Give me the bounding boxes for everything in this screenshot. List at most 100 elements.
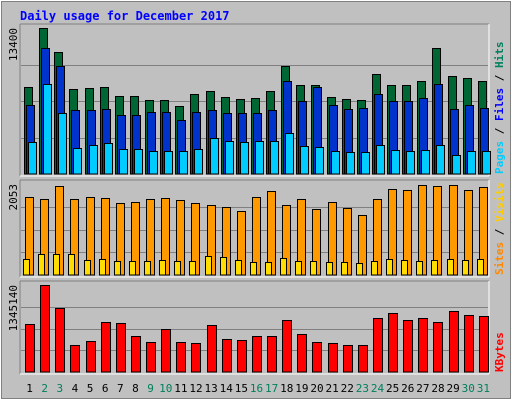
bar-pages-day-30 [467,151,476,175]
x-tick-day-2: 2 [41,382,48,395]
bar-pages-day-13 [210,138,219,175]
bar-kbytes-day-18 [282,320,292,373]
bar-pages-day-21 [331,151,340,175]
x-tick-day-3: 3 [57,382,64,395]
x-tick-day-7: 7 [117,382,124,395]
bar-pages-day-18 [285,133,294,175]
bar-kbytes-day-26 [403,320,413,373]
x-tick-day-10: 10 [159,382,172,395]
bar-sites-day-27 [416,261,423,276]
bar-sites-day-26 [401,260,408,276]
x-tick-day-30: 30 [462,382,475,395]
bar-sites-day-12 [189,261,196,276]
x-tick-day-13: 13 [204,382,217,395]
x-tick-day-19: 19 [295,382,308,395]
bar-pages-day-6 [104,143,113,175]
bar-kbytes-day-30 [464,315,474,373]
bar-pages-day-23 [361,152,370,175]
bar-kbytes-day-13 [207,325,217,373]
x-tick-day-27: 27 [416,382,429,395]
bar-kbytes-day-31 [479,316,489,373]
right-legend: Sites / Visits [493,182,506,275]
bar-pages-day-19 [300,146,309,175]
bar-kbytes-day-24 [373,318,383,373]
x-tick-day-4: 4 [72,382,79,395]
bar-kbytes-day-25 [388,313,398,373]
bar-kbytes-day-29 [449,311,459,373]
bar-kbytes-day-7 [116,323,126,373]
bar-sites-day-13 [205,256,212,276]
bar-sites-day-19 [295,261,302,276]
bar-kbytes-day-12 [191,343,201,373]
x-tick-day-23: 23 [356,382,369,395]
x-tick-day-29: 29 [447,382,460,395]
bar-pages-day-12 [194,149,203,175]
bar-sites-day-5 [84,260,91,276]
legend-separator: / [493,222,506,242]
x-tick-day-31: 31 [477,382,490,395]
bar-pages-day-1 [28,142,37,175]
bar-pages-day-15 [240,142,249,175]
bar-kbytes-day-19 [297,334,307,373]
legend-files: Files [493,88,506,121]
chart-panels: 13400 Pages / Files / Hits 2053 Sites / Vis… [7,23,506,375]
bar-pages-day-4 [73,148,82,175]
right-legend: Pages / Files / Hits [493,42,506,175]
x-tick-day-16: 16 [250,382,263,395]
bar-kbytes-day-5 [86,341,96,373]
bar-kbytes-day-3 [55,308,65,373]
bar-sites-day-7 [114,261,121,276]
bar-kbytes-day-20 [312,342,322,373]
bar-kbytes-day-15 [237,340,247,373]
bar-kbytes-day-27 [418,318,428,373]
bar-pages-day-26 [406,151,415,175]
bar-sites-day-2 [38,254,45,276]
bar-kbytes-day-22 [343,345,353,373]
y-axis-max-label: 2053 [7,184,20,211]
panel-visits-sites: 2053 Sites / Visits [7,179,506,278]
x-tick-day-24: 24 [371,382,385,395]
bar-sites-day-15 [235,260,242,276]
bar-kbytes-day-14 [222,339,232,373]
bar-pages-day-27 [421,150,430,175]
bar-sites-day-17 [265,262,272,276]
legend-separator: / [493,68,506,88]
legend-kbytes: KBytes [493,332,506,372]
bar-kbytes-day-4 [70,345,80,373]
bar-pages-day-10 [164,151,173,175]
bar-sites-day-31 [477,259,484,276]
x-tick-day-9: 9 [147,382,154,395]
bar-kbytes-day-8 [131,336,141,373]
bar-sites-day-21 [326,262,333,276]
bar-sites-day-23 [356,263,363,276]
bar-pages-day-3 [58,113,67,175]
x-tick-day-15: 15 [235,382,248,395]
bar-kbytes-day-23 [358,345,368,373]
x-tick-day-18: 18 [280,382,293,395]
x-tick-day-28: 28 [431,382,444,395]
x-tick-day-22: 22 [341,382,354,395]
bar-pages-day-24 [376,145,385,175]
bar-sites-day-8 [129,261,136,276]
bar-pages-day-8 [134,149,143,175]
x-tick-day-5: 5 [87,382,94,395]
bar-pages-day-16 [255,141,264,175]
bar-sites-day-10 [159,260,166,276]
bar-sites-day-28 [431,260,438,276]
x-tick-day-25: 25 [386,382,399,395]
bar-pages-day-9 [149,151,158,175]
bar-sites-day-11 [174,261,181,276]
bar-pages-day-22 [346,152,355,175]
bar-kbytes-day-6 [101,322,111,373]
bar-sites-day-9 [144,261,151,276]
x-tick-day-1: 1 [26,382,33,395]
bar-pages-day-31 [482,151,491,175]
bar-sites-day-22 [341,262,348,276]
bar-kbytes-day-9 [146,342,156,373]
bar-kbytes-day-1 [25,324,35,373]
x-tick-day-17: 17 [265,382,278,395]
x-tick-day-26: 26 [401,382,414,395]
bar-kbytes-day-17 [267,336,277,373]
